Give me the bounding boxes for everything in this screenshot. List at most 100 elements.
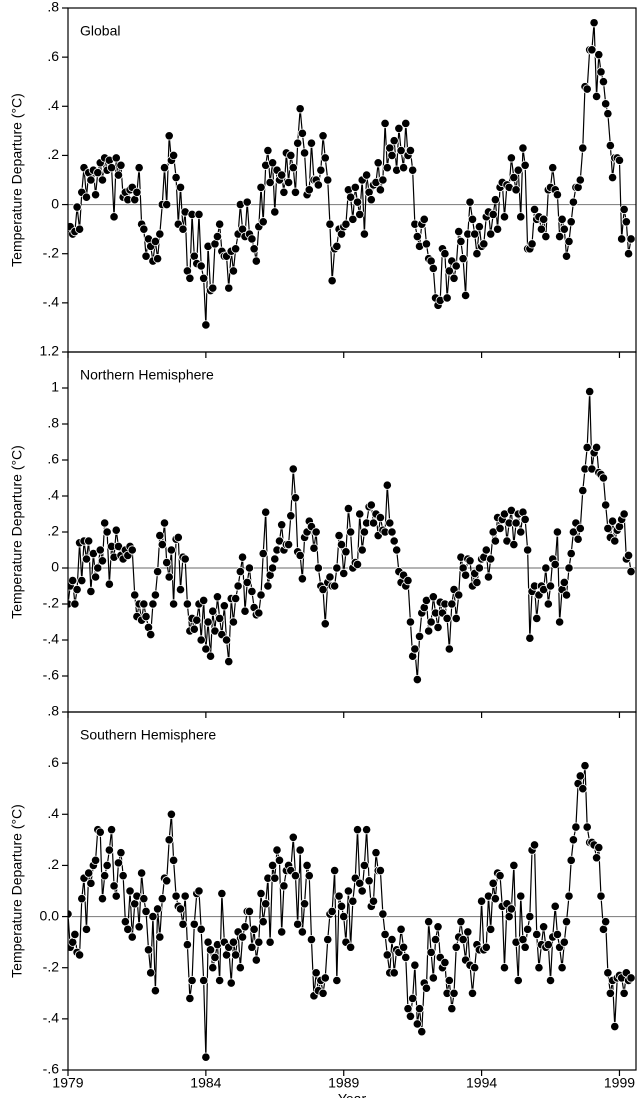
data-point bbox=[362, 170, 372, 180]
data-point bbox=[495, 871, 505, 881]
data-point bbox=[401, 952, 411, 963]
data-point bbox=[552, 527, 563, 537]
data-point bbox=[90, 572, 101, 582]
data-point bbox=[332, 241, 342, 251]
data-point bbox=[401, 118, 411, 129]
data-point bbox=[68, 937, 78, 947]
data-point bbox=[283, 539, 294, 550]
data-point bbox=[77, 575, 87, 586]
data-point bbox=[159, 163, 170, 173]
data-point bbox=[171, 172, 181, 183]
data-point bbox=[237, 552, 248, 562]
data-point bbox=[192, 615, 202, 625]
data-point bbox=[414, 631, 425, 642]
y-tick-label: .8 bbox=[47, 415, 59, 431]
y-tick-label: .6 bbox=[47, 754, 59, 770]
data-point bbox=[532, 613, 542, 624]
data-point bbox=[86, 175, 96, 185]
data-point bbox=[290, 493, 301, 503]
data-point bbox=[189, 624, 199, 634]
data-point bbox=[205, 945, 216, 955]
data-point bbox=[283, 177, 294, 188]
data-point bbox=[465, 556, 475, 566]
data-point bbox=[449, 273, 459, 283]
data-point bbox=[403, 575, 413, 586]
data-point bbox=[382, 163, 392, 173]
data-point bbox=[90, 190, 101, 200]
data-point bbox=[463, 927, 473, 937]
data-point bbox=[330, 865, 340, 876]
data-point bbox=[244, 906, 255, 917]
data-point bbox=[578, 485, 588, 496]
data-point bbox=[545, 581, 556, 591]
data-point bbox=[295, 845, 305, 855]
data-point bbox=[162, 557, 172, 568]
data-point bbox=[304, 871, 314, 881]
data-point bbox=[380, 929, 390, 940]
data-point bbox=[430, 934, 441, 945]
data-point bbox=[366, 500, 376, 510]
data-point bbox=[525, 911, 535, 922]
data-point bbox=[180, 554, 190, 564]
data-point bbox=[348, 214, 358, 224]
data-point bbox=[102, 860, 112, 871]
data-point bbox=[313, 180, 323, 190]
data-point bbox=[68, 909, 73, 919]
data-point bbox=[626, 234, 636, 244]
data-point bbox=[327, 276, 337, 286]
data-point bbox=[332, 563, 342, 573]
data-point bbox=[511, 518, 521, 528]
data-point bbox=[398, 163, 409, 173]
data-point bbox=[529, 840, 540, 850]
data-point bbox=[509, 539, 519, 550]
data-point bbox=[394, 123, 404, 133]
data-point bbox=[440, 957, 450, 968]
data-point bbox=[306, 934, 317, 945]
data-point bbox=[84, 868, 94, 878]
data-point bbox=[341, 219, 351, 229]
data-point bbox=[95, 827, 105, 837]
data-point bbox=[327, 906, 337, 917]
data-point bbox=[488, 209, 498, 219]
data-point bbox=[279, 187, 289, 197]
data-point bbox=[286, 150, 296, 161]
data-point bbox=[254, 937, 264, 947]
data-point bbox=[582, 84, 592, 94]
data-point bbox=[173, 532, 183, 543]
data-point bbox=[419, 214, 429, 224]
data-point bbox=[159, 518, 170, 528]
data-point bbox=[247, 234, 257, 244]
data-point bbox=[559, 937, 569, 947]
data-point bbox=[408, 993, 418, 1004]
data-point bbox=[318, 584, 328, 595]
data-point bbox=[208, 963, 218, 973]
data-point bbox=[492, 224, 503, 234]
data-point bbox=[364, 876, 374, 886]
data-point bbox=[518, 934, 528, 945]
data-point bbox=[594, 842, 604, 853]
data-point bbox=[568, 197, 579, 207]
panel: -.6 -.4 -.2 0 .2 .4 .6 .8 1 1.2 Northern Hemispher… bbox=[9, 343, 637, 718]
data-point bbox=[614, 155, 625, 165]
data-point bbox=[295, 104, 305, 114]
data-point bbox=[111, 153, 121, 163]
data-point bbox=[398, 942, 409, 952]
data-point bbox=[346, 527, 356, 537]
data-point bbox=[451, 261, 461, 271]
data-point bbox=[339, 568, 349, 579]
y-tick-label: .4 bbox=[47, 97, 59, 113]
data-point bbox=[607, 172, 618, 183]
data-point bbox=[405, 617, 416, 627]
data-point bbox=[520, 160, 530, 170]
data-point bbox=[134, 163, 144, 173]
data-point bbox=[607, 516, 618, 526]
y-tick-label: .4 bbox=[47, 487, 59, 503]
data-point bbox=[153, 566, 163, 577]
data-point bbox=[414, 1004, 425, 1014]
data-point bbox=[247, 586, 257, 597]
data-point bbox=[143, 945, 154, 955]
y-axis-label: Temperature Departure (°C) bbox=[9, 93, 25, 267]
data-point bbox=[440, 249, 450, 259]
data-point bbox=[208, 283, 218, 293]
data-point bbox=[598, 77, 609, 87]
